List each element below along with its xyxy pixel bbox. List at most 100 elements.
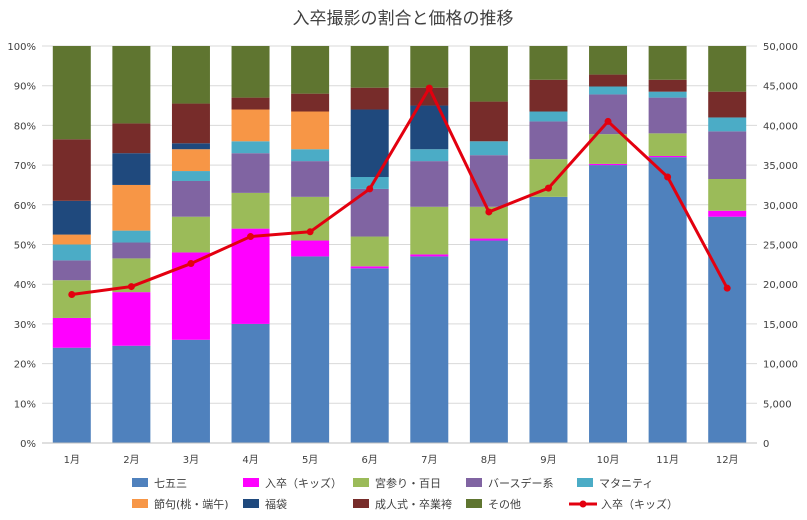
x-tick-label: 3月	[183, 454, 199, 466]
bar-segment	[708, 210, 747, 217]
bar-segment	[52, 317, 91, 348]
y-left-tick-label: 20%	[14, 360, 36, 371]
line-series-group	[68, 84, 731, 299]
y-right-tick-label: 20,000	[763, 280, 798, 291]
y-left-tick-label: 100%	[7, 42, 36, 53]
bar-segment	[469, 46, 508, 102]
bar-segment	[171, 149, 210, 172]
y-right-tick-label: 40,000	[763, 121, 798, 132]
bar-segment	[708, 131, 747, 179]
bar-segment	[589, 74, 628, 87]
bar-segment	[231, 323, 270, 443]
bar-segment	[708, 91, 747, 118]
line-point	[485, 208, 493, 216]
bar-segment	[648, 46, 687, 80]
bar-segment	[52, 244, 91, 261]
bar-segment	[708, 46, 747, 92]
bar-segment	[231, 192, 270, 229]
bar-segment	[112, 123, 151, 154]
bar-segment	[589, 134, 628, 164]
bar-segment	[350, 188, 389, 237]
line-point	[127, 283, 135, 291]
bar-segment	[648, 79, 687, 92]
legend-label: 成人式・卒業袴	[375, 497, 452, 511]
y-right-tick-label: 45,000	[763, 82, 798, 93]
y-left-tick-label: 90%	[14, 82, 36, 93]
bar-segment	[410, 161, 449, 207]
y-right-tick-label: 5,000	[763, 399, 792, 410]
x-tick-label: 4月	[242, 454, 258, 466]
bar-segment	[648, 157, 687, 443]
legend-label: 七五三	[154, 477, 187, 490]
y-left-tick-label: 60%	[14, 201, 36, 212]
bar-segment	[648, 155, 687, 158]
y-left-tick-label: 80%	[14, 121, 36, 132]
line-point	[68, 291, 76, 299]
y-right-tick-label: 25,000	[763, 241, 798, 252]
x-tick-label: 5月	[302, 454, 318, 466]
x-tick-label: 8月	[481, 454, 497, 466]
bar-segment	[410, 254, 449, 257]
bar-segment	[112, 242, 151, 259]
line-point	[664, 173, 672, 181]
bar-segment	[112, 230, 151, 243]
x-tick-label: 2月	[123, 454, 139, 466]
y-left-tick-label: 70%	[14, 161, 36, 172]
bar-segment	[112, 292, 151, 346]
bar-segment	[112, 46, 151, 124]
chart-title: 入卒撮影の割合と価格の推移	[293, 9, 514, 29]
bar-segment	[589, 86, 628, 95]
bar-segment	[112, 184, 151, 231]
bar-segment	[648, 133, 687, 156]
legend-swatch	[353, 478, 369, 487]
bar-segment	[231, 228, 270, 324]
legend-swatch	[466, 499, 482, 508]
gridlines	[42, 45, 757, 444]
bar-segment	[291, 46, 330, 94]
y-left-tick-label: 40%	[14, 280, 36, 291]
bar-segment	[469, 101, 508, 142]
bar-segment	[52, 260, 91, 281]
y-right-tick-label: 15,000	[763, 320, 798, 331]
bar-segment	[350, 268, 389, 443]
legend-label: 入卒（キッズ）	[265, 476, 342, 490]
y-left-tick-label: 0%	[20, 439, 36, 450]
bar-segment	[708, 178, 747, 211]
x-tick-label: 9月	[540, 454, 556, 466]
bar-segment	[410, 256, 449, 443]
bar-segment	[589, 165, 628, 443]
legend-label: バースデー系	[488, 476, 553, 490]
bar-segment	[589, 163, 628, 166]
y-left-tick-label: 10%	[14, 399, 36, 410]
bar-segment	[52, 280, 91, 318]
bar-segment	[410, 149, 449, 162]
bar-segment	[171, 216, 210, 253]
legend-swatch	[243, 499, 259, 508]
bar-segment	[52, 234, 91, 245]
line-point	[723, 284, 731, 292]
bar-segment	[291, 161, 330, 197]
bar-segment	[708, 117, 747, 132]
y-left-tick-label: 50%	[14, 241, 36, 252]
bars-group	[52, 46, 747, 443]
x-tick-label: 12月	[716, 454, 739, 466]
legend-swatch	[243, 478, 259, 487]
bar-segment	[410, 46, 449, 88]
bar-segment	[469, 141, 508, 156]
x-tick-label: 11月	[656, 454, 679, 466]
bar-segment	[231, 109, 270, 142]
bar-segment	[171, 46, 210, 104]
bar-segment	[589, 46, 628, 75]
bar-segment	[52, 200, 91, 235]
bar-segment	[469, 155, 508, 207]
legend-swatch	[353, 499, 369, 508]
legend-label: マタニティ	[599, 477, 653, 490]
x-tick-label: 6月	[362, 454, 378, 466]
y-right-tick-label: 10,000	[763, 360, 798, 371]
legend-label: 入卒（キッズ）	[601, 497, 678, 511]
line-point	[425, 84, 433, 92]
line-point	[247, 233, 255, 241]
bar-segment	[648, 91, 687, 98]
bar-segment	[469, 240, 508, 443]
